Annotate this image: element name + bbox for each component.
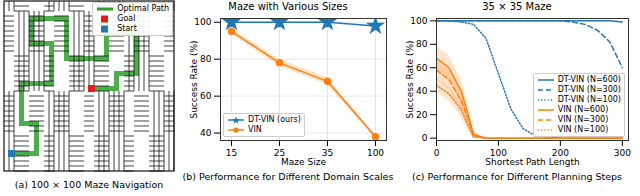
- html-text:Goal: Goal: [117, 14, 136, 23]
- html-text:(a) 100 × 100 Maze Navigation: (a) 100 × 100 Maze Navigation: [14, 179, 164, 190]
- svg-text:15: 15: [226, 148, 237, 158]
- svg-text:Maze Size: Maze Size: [281, 157, 326, 167]
- html-text:VIN (N=100): VIN (N=100): [557, 125, 609, 134]
- svg-text:80: 80: [416, 39, 428, 49]
- html-text:DT-VIN (N=100): DT-VIN (N=100): [557, 95, 621, 104]
- svg-text:35: 35: [321, 147, 334, 158]
- svg-text:Success Rate (%): Success Rate (%): [405, 40, 415, 118]
- html-text:35 × 35 Maze: 35 × 35 Maze: [482, 1, 552, 12]
- html-text:VIN (N=600): VIN (N=600): [557, 105, 609, 114]
- html-text:DT-VIN (N=600): DT-VIN (N=600): [557, 75, 621, 84]
- html-text:VIN: VIN: [248, 125, 262, 134]
- html-text:Optimal Path: Optimal Path: [117, 4, 169, 13]
- svg-text:100: 100: [194, 17, 211, 27]
- html-text:Maze with Various Sizes: Maze with Various Sizes: [228, 1, 348, 12]
- html-text:DT-VIN (N=300): DT-VIN (N=300): [557, 85, 621, 94]
- svg-text:80: 80: [200, 54, 212, 64]
- html-text:VIN (N=300): VIN (N=300): [557, 115, 609, 124]
- svg-text:0: 0: [422, 133, 428, 143]
- svg-text:100: 100: [367, 148, 384, 158]
- html-text:DT-VIN (ours): DT-VIN (ours): [248, 115, 301, 124]
- svg-text:60: 60: [416, 63, 428, 73]
- svg-text:0: 0: [434, 148, 440, 158]
- svg-text:25: 25: [273, 147, 286, 158]
- html-text:(c) Performance for Different: (c) Performance for Different Planning S…: [411, 171, 623, 182]
- svg-text:20: 20: [416, 110, 428, 120]
- svg-text:Shortest Path Length: Shortest Path Length: [485, 157, 579, 167]
- html-text:(b) Performance for Different: (b) Performance for Different Domain Sca…: [182, 171, 394, 182]
- svg-text:40: 40: [200, 128, 212, 138]
- svg-text:Success Rate (%): Success Rate (%): [189, 40, 199, 118]
- svg-text:200: 200: [551, 147, 569, 158]
- svg-text:100: 100: [489, 147, 507, 158]
- svg-text:40: 40: [416, 86, 428, 96]
- html-text:Start: Start: [117, 24, 137, 33]
- svg-text:100: 100: [410, 16, 427, 26]
- svg-text:60: 60: [200, 91, 212, 101]
- svg-text:300: 300: [614, 148, 631, 158]
